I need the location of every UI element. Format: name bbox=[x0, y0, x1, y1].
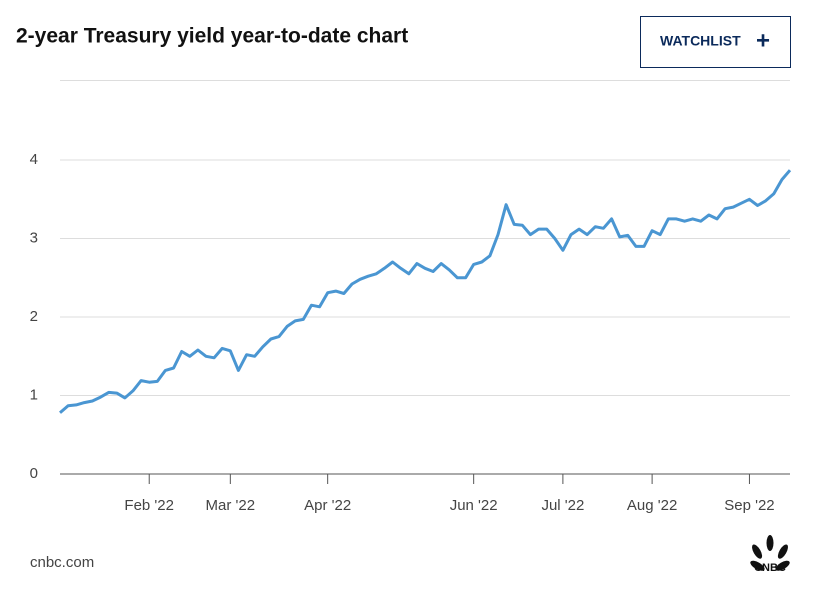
y-tick-label: 0 bbox=[30, 465, 38, 482]
button-frame[interactable] bbox=[640, 16, 791, 68]
y-tick-label: 4 bbox=[30, 151, 38, 168]
x-tick-label: Mar '22 bbox=[206, 497, 256, 514]
logo-text: CNBC bbox=[754, 562, 786, 574]
series-line bbox=[59, 169, 792, 414]
y-tick-label: 2 bbox=[30, 308, 38, 325]
x-tick-label: Apr '22 bbox=[304, 497, 351, 514]
chart-title: 2-year Treasury yield year-to-date chart bbox=[16, 25, 408, 48]
x-tick-label: Jun '22 bbox=[450, 497, 498, 514]
logo: CNBC bbox=[750, 535, 790, 574]
x-tick-label: Feb '22 bbox=[124, 497, 174, 514]
x-tick-label: Jul '22 bbox=[541, 497, 584, 514]
y-tick-label: 3 bbox=[30, 229, 38, 246]
button-icon[interactable]: + bbox=[756, 27, 770, 54]
watchlist-button[interactable]: WATCHLIST + bbox=[640, 16, 791, 68]
button-label[interactable]: WATCHLIST bbox=[660, 33, 741, 49]
logo-peacock bbox=[750, 535, 790, 571]
x-tick-label: Aug '22 bbox=[627, 497, 677, 514]
x-tick-label: Sep '22 bbox=[724, 497, 774, 514]
source: cnbc.com bbox=[30, 554, 94, 571]
y-tick-label: 1 bbox=[30, 386, 38, 403]
